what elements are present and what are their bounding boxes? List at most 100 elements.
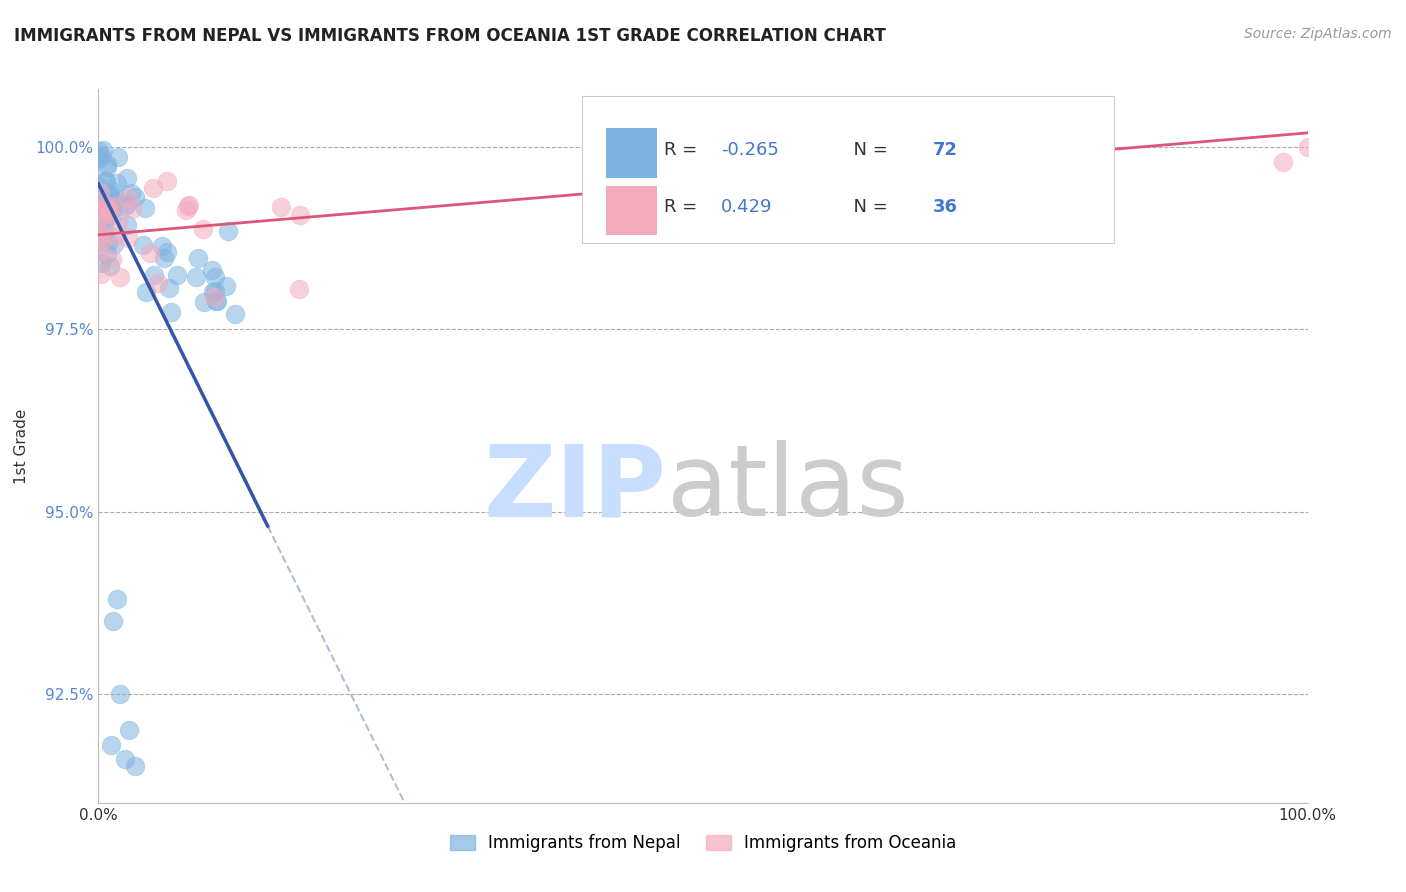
- Point: [90, 149, 112, 163]
- FancyBboxPatch shape: [582, 96, 1114, 243]
- Text: N =: N =: [842, 198, 894, 216]
- Point: [159, 304, 181, 318]
- Point: [193, 295, 215, 310]
- Point: [94, 211, 117, 225]
- Point: [103, 236, 125, 251]
- Point: [101, 199, 124, 213]
- Point: [107, 150, 129, 164]
- Point: [138, 246, 160, 260]
- Point: [118, 723, 141, 737]
- Text: atlas: atlas: [666, 441, 908, 537]
- Point: [101, 252, 124, 267]
- Text: 72: 72: [932, 141, 957, 159]
- Point: [207, 293, 229, 308]
- Point: [105, 176, 128, 190]
- Point: [177, 199, 200, 213]
- Point: [153, 251, 176, 265]
- Text: R =: R =: [664, 198, 709, 216]
- Point: [134, 201, 156, 215]
- Point: [117, 170, 139, 185]
- Point: [124, 189, 146, 203]
- Point: [217, 224, 239, 238]
- Point: [121, 202, 143, 216]
- Point: [224, 307, 246, 321]
- Text: -0.265: -0.265: [721, 141, 779, 159]
- Point: [117, 231, 139, 245]
- Point: [93, 220, 115, 235]
- Point: [204, 294, 226, 309]
- FancyBboxPatch shape: [606, 128, 657, 178]
- Point: [93, 205, 115, 219]
- Point: [90, 202, 112, 217]
- Point: [90, 256, 112, 270]
- Point: [97, 235, 120, 250]
- Point: [96, 207, 118, 221]
- Text: ZIP: ZIP: [484, 441, 666, 537]
- Point: [96, 198, 118, 212]
- Point: [104, 228, 127, 243]
- Point: [89, 234, 111, 248]
- Text: R =: R =: [664, 141, 703, 159]
- Point: [96, 247, 118, 261]
- Point: [124, 759, 146, 773]
- Point: [108, 687, 131, 701]
- Point: [93, 224, 115, 238]
- Point: [90, 200, 112, 214]
- Point: [90, 234, 112, 248]
- Point: [94, 199, 117, 213]
- Point: [114, 199, 136, 213]
- Point: [184, 270, 207, 285]
- Point: [201, 285, 224, 299]
- Point: [100, 738, 122, 752]
- Point: [288, 208, 311, 222]
- Legend: Immigrants from Nepal, Immigrants from Oceania: Immigrants from Nepal, Immigrants from O…: [443, 828, 963, 859]
- Point: [1272, 155, 1295, 169]
- Point: [103, 186, 125, 200]
- Point: [101, 202, 124, 216]
- Point: [193, 222, 215, 236]
- Point: [215, 278, 238, 293]
- Point: [91, 209, 114, 223]
- Point: [143, 268, 166, 282]
- Point: [101, 614, 124, 628]
- Point: [87, 145, 110, 159]
- Point: [94, 174, 117, 188]
- Point: [288, 282, 311, 296]
- Point: [1296, 140, 1319, 154]
- Point: [107, 215, 129, 229]
- Point: [89, 244, 111, 259]
- Point: [97, 202, 120, 217]
- FancyBboxPatch shape: [606, 186, 657, 235]
- Point: [120, 186, 142, 200]
- Point: [142, 180, 165, 194]
- Point: [89, 224, 111, 238]
- Point: [156, 174, 179, 188]
- Point: [104, 194, 127, 208]
- Point: [94, 174, 117, 188]
- Point: [148, 277, 170, 291]
- Point: [89, 211, 111, 225]
- Point: [117, 218, 139, 232]
- Point: [98, 187, 121, 202]
- Point: [179, 198, 201, 212]
- Point: [89, 179, 111, 194]
- Point: [176, 203, 198, 218]
- Point: [156, 244, 179, 259]
- Point: [187, 251, 209, 265]
- Point: [90, 267, 112, 281]
- Point: [89, 152, 111, 166]
- Text: 0.429: 0.429: [721, 198, 773, 216]
- Point: [114, 752, 136, 766]
- Point: [98, 259, 121, 273]
- Y-axis label: 1st Grade: 1st Grade: [14, 409, 28, 483]
- Point: [96, 160, 118, 174]
- Point: [93, 204, 115, 219]
- Point: [97, 187, 120, 202]
- Point: [105, 591, 128, 606]
- Point: [201, 263, 224, 277]
- Point: [204, 285, 226, 299]
- Point: [117, 190, 139, 204]
- Point: [91, 143, 114, 157]
- Point: [89, 223, 111, 237]
- Point: [96, 193, 118, 207]
